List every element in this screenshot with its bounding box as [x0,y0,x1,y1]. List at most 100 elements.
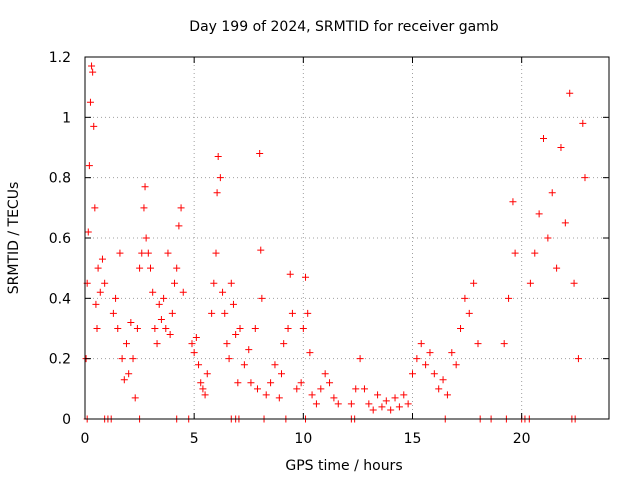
data-point [125,370,133,378]
data-point [94,264,102,272]
data-point [317,385,325,393]
data-point [417,340,425,348]
data-point [164,249,172,257]
data-point [175,222,183,230]
chart-title: Day 199 of 2024, SRMTID for receiver gam… [189,19,499,35]
data-point [89,68,97,76]
data-point [190,349,198,357]
data-point [306,349,314,357]
data-point [86,98,94,106]
data-point [251,325,259,332]
x-tick-label: 5 [190,431,199,447]
data-point [511,249,519,257]
data-point [278,370,285,378]
data-point [413,355,421,363]
data-point [540,134,547,142]
data-point [234,379,242,387]
data-point [216,174,224,182]
data-point [136,264,144,272]
data-point [166,331,174,339]
data-point [91,204,99,212]
data-point [267,379,275,387]
y-tick-label: 0.8 [49,171,71,187]
data-point [312,400,320,408]
data-point [227,279,235,287]
data-point [85,162,93,170]
x-tick-label: 0 [81,431,90,447]
data-point [352,385,360,393]
data-point [461,294,469,302]
data-point [140,204,148,212]
y-tick-label: 0.2 [49,352,71,368]
data-point [253,385,261,393]
grid-lines [85,57,609,419]
data-point [96,288,104,296]
data-point [526,279,534,287]
data-point [201,391,209,399]
data-point [147,264,154,272]
data-point [395,403,403,411]
data-point [168,309,176,317]
data-point [245,346,253,354]
data-point [286,270,294,278]
data-point [133,325,141,332]
x-tick-label: 10 [294,431,312,447]
data-point [197,379,205,387]
data-point [138,249,146,257]
data-point [114,325,122,332]
data-point [544,234,552,242]
data-point [256,150,264,158]
data-point [109,309,117,317]
data-point [308,391,316,399]
data-point [334,400,342,408]
data-point [214,153,222,161]
data-point [553,264,561,272]
data-point [509,198,517,206]
data-point [288,309,296,317]
data-point [330,394,338,402]
data-point [271,361,279,369]
data-point [422,361,430,369]
data-point [203,370,211,378]
data-point [452,361,460,369]
data-point [93,325,101,332]
data-point [374,391,382,399]
data-point [531,249,539,257]
data-point [561,219,569,227]
data-point [173,264,181,272]
data-point [142,234,150,242]
data-point [439,376,447,384]
data-point [302,273,310,281]
y-tick-label: 0.4 [49,291,71,307]
data-point [426,349,434,357]
data-point [284,325,292,332]
data-point [84,228,92,236]
data-point [435,385,443,393]
data-point [155,300,163,308]
data-point [579,119,587,127]
x-tick-label: 15 [404,431,422,447]
data-point [144,249,152,257]
data-point [470,279,478,287]
data-point [247,379,255,387]
data-point [369,406,377,414]
data-point [347,400,355,408]
data-point [162,325,170,332]
data-point [225,355,233,363]
data-point [88,62,96,70]
data-point [188,340,196,348]
data-point [443,391,451,399]
data-point [326,379,334,387]
data-point [229,300,237,308]
data-point [387,406,395,414]
data-point [262,391,270,399]
data-point [548,189,556,197]
data-point [151,325,159,332]
data-point [500,340,508,348]
data-point [365,400,373,408]
data-point [157,315,165,323]
data-point [404,400,412,408]
data-point [153,340,161,348]
data-point [378,403,386,411]
axis-ticks: 0 0.2 0.4 0.6 0.8 1 1.2 0 5 10 15 20 [49,50,609,447]
